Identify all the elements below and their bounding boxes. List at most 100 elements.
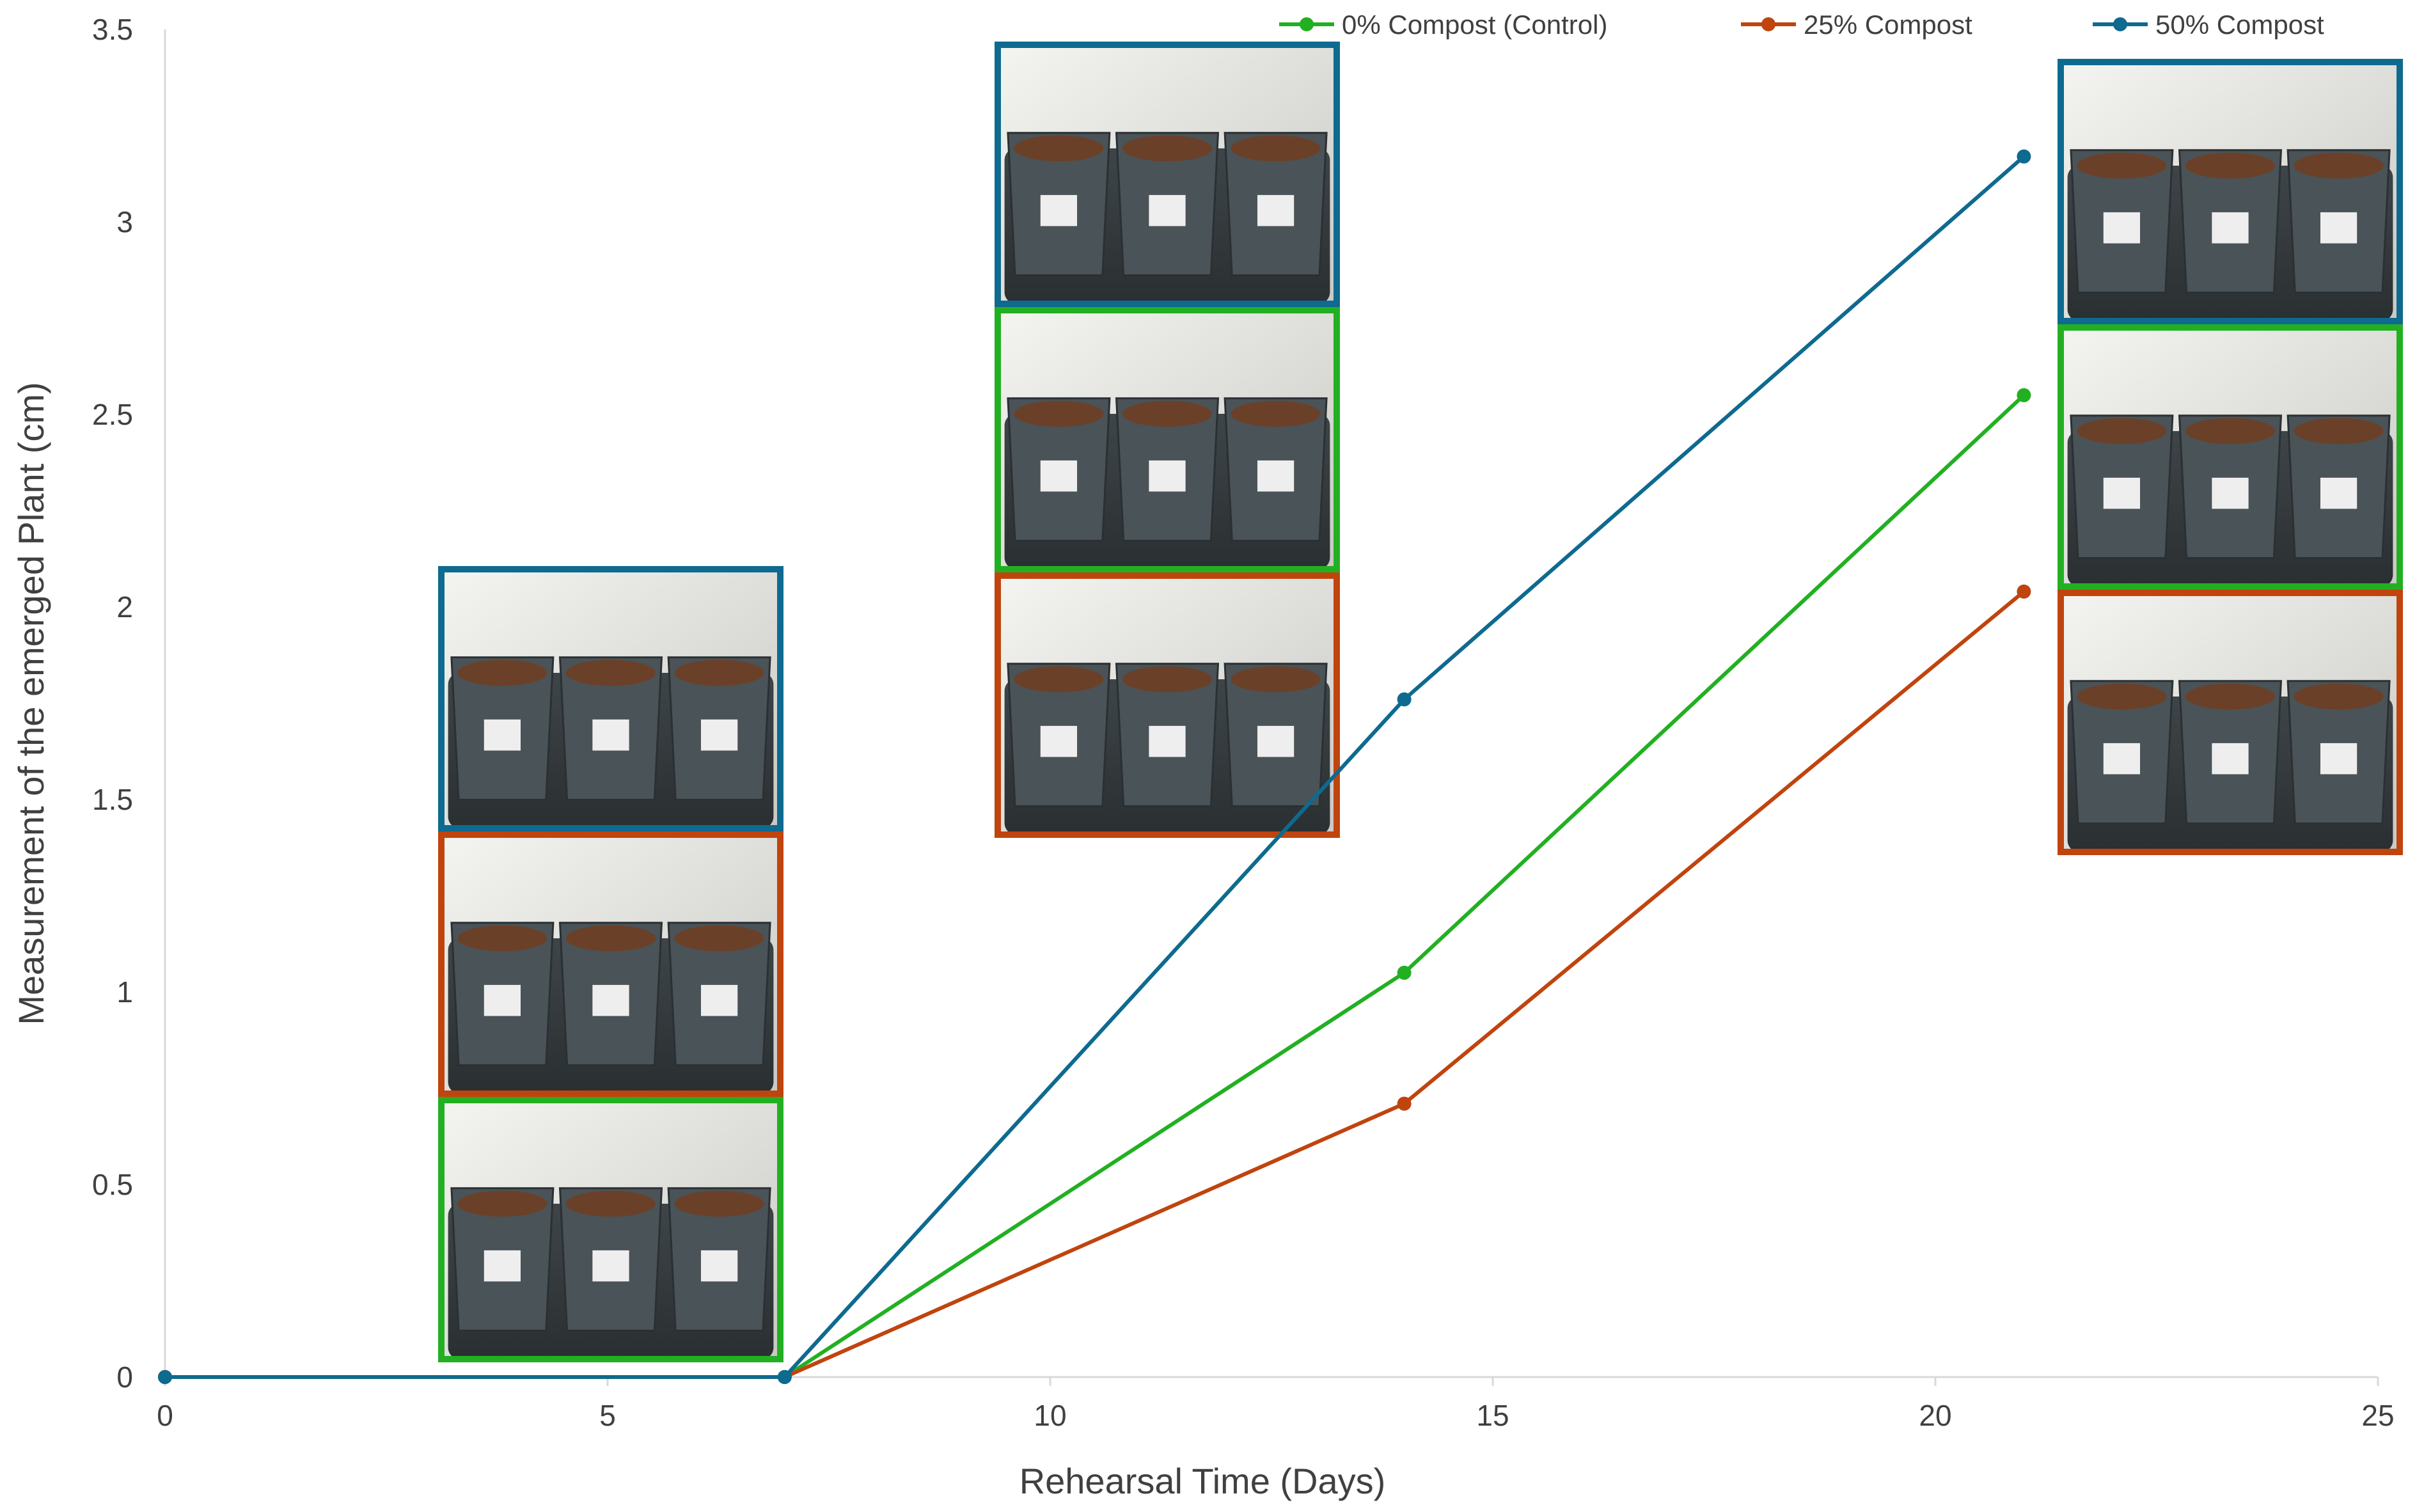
soil [1014,135,1104,162]
soil [2294,683,2384,710]
photo-group-day-7 [438,566,783,1362]
soil [2294,418,2384,445]
plant-photo [438,831,783,1097]
legend-item-control[interactable]: 0% Compost (Control) [1279,10,1607,40]
soil [2077,418,2167,445]
x-tick-label: 5 [599,1399,616,1432]
soil [674,925,764,952]
plant-photo [438,566,783,831]
legend-item-50-compost[interactable]: 50% Compost [2093,10,2324,40]
soil [1014,400,1104,427]
soil [674,1190,764,1217]
legend-label-control: 0% Compost (Control) [1342,10,1607,40]
pot-label-sticker [1257,460,1295,492]
pot-label-sticker [1257,194,1295,226]
plant-photo [995,307,1340,572]
soil [1231,666,1321,693]
data-point[interactable] [1397,965,1412,980]
legend-label-50-compost: 50% Compost [2155,10,2324,40]
plant-photo [995,42,1340,307]
photo-group-day-21 [2058,59,2403,855]
y-tick-label: 1 [116,975,133,1009]
pot-label-sticker [700,984,738,1016]
soil [1231,400,1321,427]
soil [457,1190,547,1217]
soil [457,925,547,952]
x-axis-title: Rehearsal Time (Days) [1019,1461,1386,1501]
soil [457,659,547,686]
plant-photo [2058,324,2403,590]
pot-label-sticker [2320,743,2357,775]
soil [1231,135,1321,162]
soil [2294,152,2384,179]
pot-label-sticker [2212,477,2249,509]
plant-photo [438,1097,783,1362]
data-point[interactable] [158,1370,172,1384]
data-point[interactable] [1397,692,1412,707]
x-tick-label: 25 [2361,1399,2394,1432]
pot-label-sticker [592,1250,629,1282]
pot-label-sticker [700,1250,738,1282]
soil [566,925,656,952]
series-line [165,155,2026,1379]
series-2 [158,149,2031,1384]
pot-label-sticker [484,984,521,1016]
y-tick-label: 3.5 [92,13,133,46]
soil [674,659,764,686]
plant-photo [995,572,1340,838]
photo-frame [2058,590,2403,855]
x-tick-label: 20 [1919,1399,1951,1432]
data-point[interactable] [2017,584,2031,599]
data-point[interactable] [2017,149,2031,164]
pot-label-sticker [1149,194,1186,226]
data-point[interactable] [777,1370,792,1384]
soil [566,1190,656,1217]
y-tick-label: 3 [116,205,133,239]
pot-label-sticker [1257,725,1295,757]
data-point[interactable] [1397,1096,1412,1111]
legend-marker-50-compost [2113,17,2127,31]
pot-label-sticker [2212,743,2249,775]
photo-frame [2058,324,2403,590]
pot-label-sticker [1149,460,1186,492]
plant-photo [2058,590,2403,855]
soil [2185,683,2275,710]
legend-marker-25-compost [1761,17,1775,31]
pot-label-sticker [2103,477,2141,509]
soil [1122,666,1212,693]
soil [1122,400,1212,427]
data-point[interactable] [2017,388,2031,402]
soil [1014,666,1104,693]
photo-frame [995,307,1340,572]
legend: 0% Compost (Control) 25% Compost 50% Com… [1279,10,2324,40]
pot-label-sticker [484,1250,521,1282]
pot-label-sticker [592,719,629,751]
photo-frame [438,831,783,1097]
pot-label-sticker [1040,725,1078,757]
x-tick-label: 15 [1476,1399,1509,1432]
x-axis-ticks: 0 5 10 15 20 25 [157,1377,2395,1432]
soil [2185,418,2275,445]
pot-label-sticker [1149,725,1186,757]
series-layer [158,149,2031,1384]
x-tick-label: 0 [157,1399,173,1432]
photo-group-day-14 [995,42,1340,838]
pot-label-sticker [2320,477,2357,509]
legend-label-25-compost: 25% Compost [1804,10,1972,40]
x-tick-label: 10 [1034,1399,1066,1432]
photo-frame [995,42,1340,307]
y-tick-label: 1.5 [92,783,133,816]
legend-item-25-compost[interactable]: 25% Compost [1741,10,1972,40]
y-tick-label: 2 [116,590,133,624]
pot-label-sticker [1040,460,1078,492]
photo-frame [995,572,1340,838]
plant-photo [2058,59,2403,324]
soil [2077,683,2167,710]
pot-label-sticker [2103,212,2141,244]
legend-marker-control [1300,17,1314,31]
soil [2185,152,2275,179]
y-tick-label: 0 [116,1360,133,1394]
soil [566,659,656,686]
soil [1122,135,1212,162]
